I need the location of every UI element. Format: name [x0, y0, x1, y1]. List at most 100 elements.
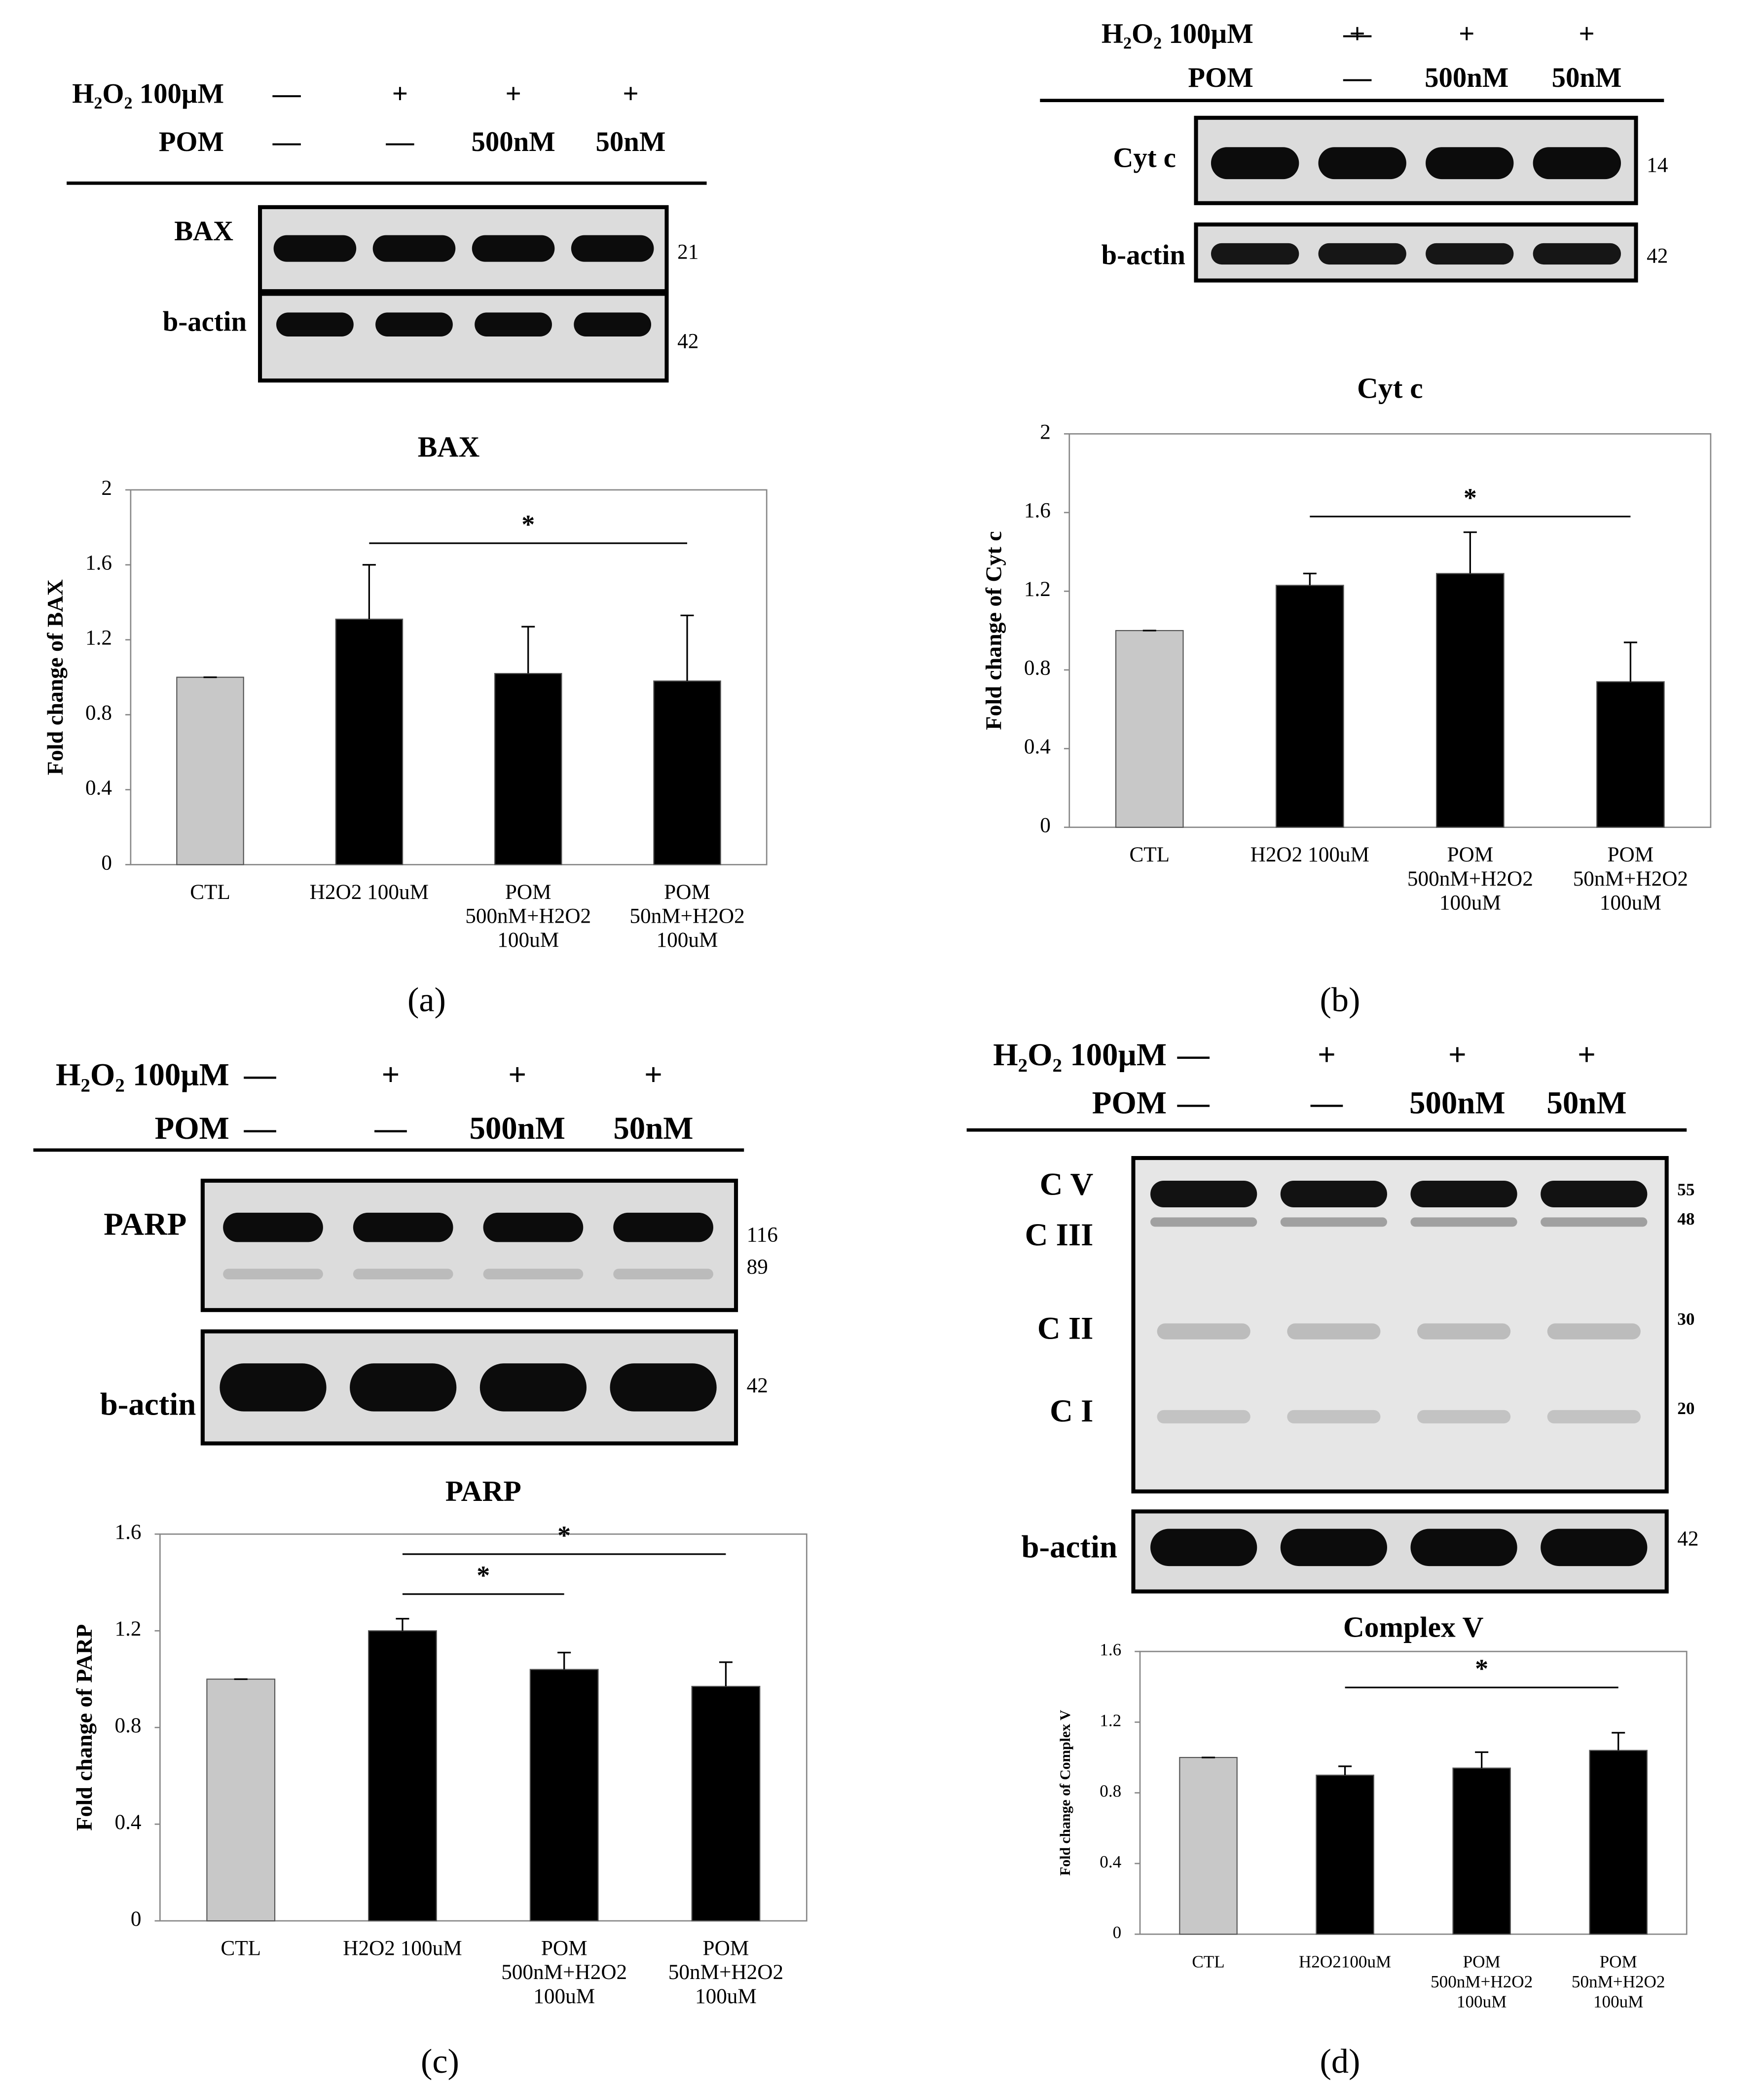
- bar: [494, 672, 562, 865]
- blot-band: [1287, 1323, 1381, 1340]
- blot-size: 55: [1677, 1180, 1694, 1199]
- y-tick-label: 0.8: [114, 1714, 141, 1737]
- y-axis-label: Fold change of PARP: [72, 1624, 97, 1831]
- bar: [368, 1630, 437, 1922]
- treatment-value: —: [272, 126, 301, 157]
- blot-band: [353, 1212, 453, 1242]
- blot-band: [1410, 1529, 1517, 1567]
- y-tick-label: 2: [101, 476, 112, 500]
- blot-band: [574, 312, 652, 337]
- y-tick-label: 1.6: [1024, 499, 1051, 523]
- blot-band: [479, 1363, 587, 1412]
- blot-band: [1150, 1529, 1257, 1567]
- blot-band: [571, 235, 654, 262]
- treatment-label: POM: [1092, 1085, 1167, 1121]
- blot-band: [1318, 243, 1406, 265]
- blot-frame: [1131, 1156, 1669, 1494]
- treatment-label: POM: [155, 1111, 229, 1146]
- y-axis-label: Fold change of Complex V: [1058, 1710, 1073, 1876]
- blot-label: b-actin: [1021, 1530, 1117, 1565]
- panel-label: (c): [421, 2042, 459, 2081]
- bar: [691, 1685, 761, 1922]
- treatment-value: —: [1310, 1085, 1343, 1121]
- x-tick-label: CTL: [1129, 843, 1170, 866]
- blot-band: [1157, 1323, 1250, 1340]
- significance-label: *: [477, 1561, 490, 1590]
- x-tick-label: H2O2 100uM: [343, 1937, 462, 1960]
- error-bar: [719, 1661, 733, 1686]
- y-tick-label: 1.2: [1024, 577, 1051, 601]
- x-tick-label: CTL: [190, 880, 230, 904]
- x-tick-label: POM 50nM+H2O2 100uM: [668, 1937, 783, 2008]
- x-tick-label: POM 500nM+H2O2 100uM: [465, 880, 591, 952]
- blot-band: [273, 235, 357, 262]
- blot-band: [1426, 147, 1514, 180]
- treatment-value: +: [381, 1057, 400, 1093]
- blot-band: [223, 1212, 323, 1242]
- treatment-value: +: [1578, 1037, 1596, 1073]
- blot-band: [1150, 1180, 1257, 1208]
- y-tick-label: 0: [1113, 1923, 1122, 1942]
- x-tick-label: POM 50nM+H2O2 100uM: [1572, 1952, 1665, 2012]
- chart-title: Cyt c: [1357, 372, 1423, 404]
- y-tick-label: 1.2: [1100, 1711, 1121, 1730]
- blot-size: 42: [1647, 244, 1668, 267]
- treatment-value: —: [1343, 62, 1372, 93]
- blot-band: [375, 312, 453, 337]
- blot-band: [220, 1363, 327, 1412]
- blot-size: 42: [677, 329, 698, 353]
- y-tick-label: 0.8: [1024, 656, 1051, 680]
- treatment-value: —: [374, 1111, 407, 1146]
- blot-label: PARP: [104, 1206, 186, 1242]
- treatment-value: +: [1459, 18, 1474, 49]
- x-tick-label: POM 50nM+H2O2 100uM: [629, 880, 744, 952]
- blot-label: b-actin: [1102, 240, 1185, 271]
- treatment-value: +: [1349, 18, 1365, 49]
- blot-label: C I: [1050, 1393, 1093, 1429]
- x-tick-label: CTL: [1192, 1952, 1224, 1972]
- plot-frame: [130, 489, 768, 865]
- blot-label: Cyt c: [1113, 142, 1176, 173]
- treatment-value: 500nM: [1409, 1085, 1506, 1121]
- error-bar: [362, 564, 376, 619]
- chart-title: Complex V: [1343, 1611, 1484, 1644]
- error-bar: [1303, 572, 1317, 586]
- blot-band: [472, 235, 555, 262]
- blot-band: [353, 1269, 453, 1280]
- blot-band: [223, 1269, 323, 1280]
- chart-title: PARP: [445, 1475, 521, 1507]
- blot-band: [1287, 1410, 1381, 1423]
- treatment-value: +: [644, 1057, 662, 1093]
- blot-band: [613, 1212, 713, 1242]
- panel-label: (d): [1320, 2042, 1360, 2081]
- blot-band: [483, 1212, 584, 1242]
- blot-label: C III: [1025, 1217, 1094, 1253]
- y-tick-label: 1.2: [114, 1617, 141, 1641]
- x-tick-label: H2O2 100uM: [1250, 843, 1369, 866]
- treatment-value: —: [1177, 1085, 1210, 1121]
- blot-band: [1417, 1410, 1511, 1423]
- x-tick-label: POM 500nM+H2O2 100uM: [1431, 1952, 1533, 2012]
- y-tick-label: 2: [1040, 420, 1051, 444]
- significance-label: *: [521, 510, 535, 539]
- blot-band: [1541, 1180, 1648, 1208]
- error-bar: [680, 614, 694, 681]
- error-bar: [1612, 1732, 1625, 1751]
- treatment-value: —: [386, 126, 415, 157]
- x-tick-label: CTL: [220, 1937, 261, 1960]
- bar: [335, 618, 404, 865]
- blot-band: [1211, 243, 1299, 265]
- significance-label: *: [1475, 1654, 1488, 1683]
- blot-band: [1533, 243, 1621, 265]
- y-tick-label: 0.4: [1100, 1852, 1121, 1871]
- treatment-value: 50nM: [1552, 62, 1622, 93]
- blot-band: [1547, 1410, 1641, 1423]
- treatment-value: +: [1448, 1037, 1467, 1073]
- y-tick-label: 0.4: [1024, 735, 1051, 758]
- blot-size: 21: [677, 240, 698, 263]
- blot-band: [1417, 1323, 1511, 1340]
- treatment-value: +: [1318, 1037, 1336, 1073]
- y-tick-label: 1.2: [85, 626, 112, 650]
- blot-frame: [200, 1178, 738, 1312]
